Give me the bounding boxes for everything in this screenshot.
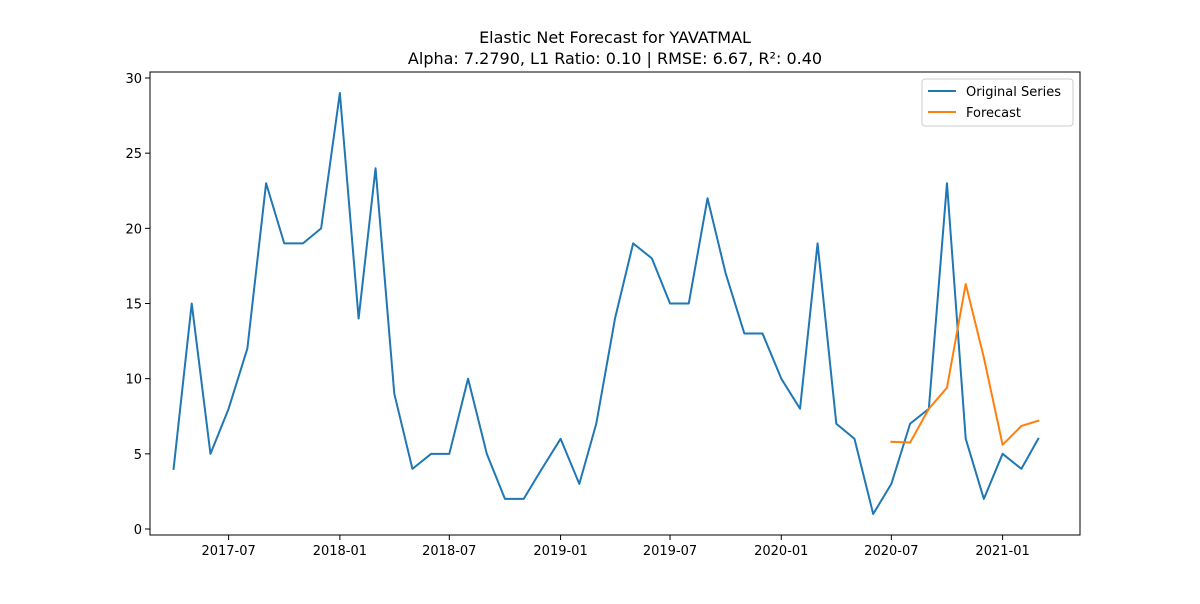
y-axis: 0 5 10 15 20 25 30 (125, 72, 150, 538)
legend-box (921, 78, 1074, 127)
y-tick-label: 20 (125, 222, 142, 237)
y-tick-label: 25 (125, 147, 142, 162)
x-tick-label: 2019-07 (643, 544, 697, 559)
y-tick-label: 30 (125, 72, 142, 87)
x-tick-label: 2020-07 (864, 544, 918, 559)
series-line-forecast (890, 282, 1040, 446)
x-tick-label: 2018-01 (313, 544, 367, 559)
x-tick-label: 2020-01 (754, 544, 808, 559)
chart-title: Elastic Net Forecast for YAVATMAL (479, 28, 751, 47)
y-tick-label: 10 (125, 373, 142, 388)
legend-label: Original Series (966, 85, 1061, 100)
x-tick-label: 2019-01 (533, 544, 587, 559)
y-tick-label: 5 (134, 448, 142, 463)
x-axis: 2017-07 2018-01 2018-07 2019-01 2019-07 2020-… (201, 535, 1030, 559)
chart-subtitle: Alpha: 7.2790, L1 Ratio: 0.10 | RMSE: 6.… (408, 49, 822, 68)
plot-area (172, 92, 1040, 515)
y-tick-label: 15 (125, 298, 142, 313)
legend-label: Forecast (966, 106, 1021, 121)
series-line-original-series (172, 92, 1040, 515)
x-tick-label: 2017-07 (201, 544, 255, 559)
x-tick-label: 2018-07 (422, 544, 476, 559)
y-tick-label: 0 (134, 523, 142, 538)
legend: Original Series Forecast (921, 78, 1074, 127)
x-tick-label: 2021-01 (975, 544, 1029, 559)
